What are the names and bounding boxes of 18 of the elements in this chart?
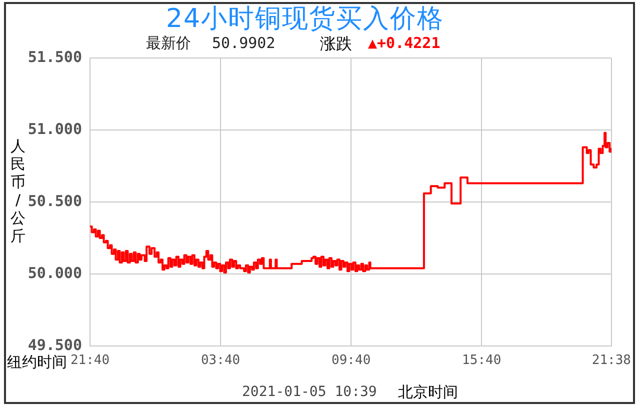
x-tick-label: 21:40 bbox=[70, 353, 110, 368]
y-tick-label: 51.000 bbox=[28, 120, 82, 138]
x-axis-title: 纽约时间 bbox=[7, 353, 67, 371]
text: ▲+0.4221 bbox=[368, 34, 440, 52]
x-tick-label: 21:38 bbox=[592, 353, 632, 368]
y-tick-label: 49.500 bbox=[28, 336, 82, 354]
y-axis-title: 人民币/公斤 bbox=[10, 137, 26, 245]
chart-subtitle: 最新价 50.9902 bbox=[146, 34, 276, 52]
x-tick-label: 09:40 bbox=[332, 353, 371, 368]
chart-title: 24小时铜现货买入价格 bbox=[166, 4, 444, 34]
x-tick-label: 03:40 bbox=[200, 353, 240, 368]
text: 北京时间 bbox=[398, 383, 458, 401]
x-tick-label: 15:40 bbox=[462, 353, 502, 368]
y-tick-label: 50.500 bbox=[28, 192, 82, 210]
text: 涨跌 bbox=[320, 34, 352, 53]
y-tick-label: 50.000 bbox=[28, 264, 82, 282]
y-tick-label: 51.500 bbox=[28, 48, 82, 66]
text: 2021-01-05 10:39 bbox=[242, 384, 377, 400]
